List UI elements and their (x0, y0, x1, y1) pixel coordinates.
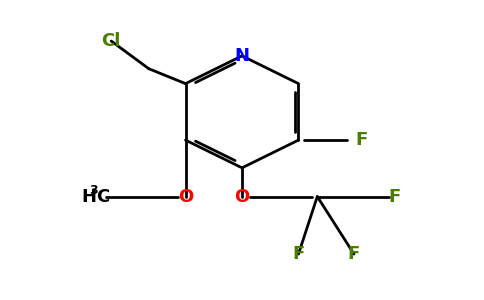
Text: F: F (355, 131, 367, 149)
Text: 3: 3 (90, 184, 98, 196)
Text: Cl: Cl (102, 32, 121, 50)
Text: O: O (234, 188, 250, 206)
Text: F: F (389, 188, 401, 206)
Text: F: F (348, 245, 360, 263)
Text: O: O (178, 188, 193, 206)
Text: H: H (81, 188, 96, 206)
Text: N: N (235, 47, 249, 65)
Text: F: F (292, 245, 304, 263)
Text: C: C (96, 188, 109, 206)
